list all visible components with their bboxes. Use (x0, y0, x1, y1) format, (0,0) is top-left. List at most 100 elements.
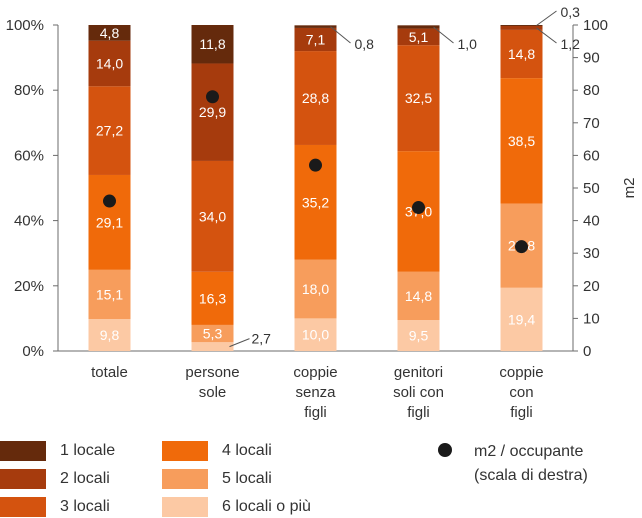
leader-line (536, 27, 557, 44)
bar-segment (500, 25, 543, 30)
legend-label-2-locali: 2 locali (60, 470, 110, 487)
bar-data-label-outside: 1,0 (458, 36, 478, 52)
bar-data-label: 14,0 (96, 55, 123, 71)
bar-segment (500, 78, 543, 204)
legend-swatch-1-locale (0, 441, 46, 461)
bar-segment (191, 25, 234, 64)
right-axis-tick-label: 80 (583, 82, 600, 99)
bar-data-label: 35,2 (302, 194, 329, 210)
bar-data-label: 5,3 (203, 326, 223, 342)
bar-segment (191, 160, 234, 272)
chart-markers (103, 90, 528, 254)
bar-segment (88, 40, 131, 87)
bar-data-label: 18,0 (302, 281, 329, 297)
chart-data-labels: 9,8 15,1 29,1 27,2 14,0 4,8 5,3 16,3 34,0 29,9 11,… (96, 4, 581, 348)
x-axis-category-label: totale (91, 364, 128, 381)
legend-swatch-6-locali-o-piu (162, 497, 208, 517)
leader-line (330, 26, 351, 44)
bar-segment (191, 271, 234, 325)
bar-segment (88, 174, 131, 270)
left-axis-tick-label: 60% (14, 147, 44, 164)
legend-item-2-locali: 2 locali (0, 468, 110, 490)
right-axis-tick-label: 90 (583, 50, 600, 67)
bar-data-label: 9,5 (409, 328, 429, 344)
bar-data-label: 29,9 (199, 104, 226, 120)
legend-swatch-4-locali (162, 441, 208, 461)
leader-line (536, 10, 557, 26)
bar-segment (397, 271, 440, 321)
right-axis-title: m2 (621, 178, 638, 199)
bar-data-label-outside: 0,8 (355, 36, 375, 52)
stacked-bar-chart: 0% 20% 40% 60% 80% 100% 0 10 20 30 40 50 60 70 80 90 100… (6, 4, 638, 421)
bar-data-label: 5,1 (409, 29, 429, 45)
legend-label-6-locali-o-piu: 6 locali o più (222, 498, 311, 515)
chart-bars (88, 25, 543, 351)
legend-label-5-locali: 5 locali (222, 470, 272, 487)
left-axis-tick-label: 100% (6, 17, 44, 34)
bar-segment (397, 25, 440, 29)
legend-item-4-locali: 4 locali (162, 440, 272, 462)
bar-data-label: 15,1 (96, 286, 123, 302)
x-axis-labels: totale persone sole coppie senza figli genitor… (91, 364, 543, 421)
bar-data-label: 29,1 (96, 214, 123, 230)
bar-segment (500, 25, 543, 26)
legend-item-6-locali-o-piu: 6 locali o più (162, 496, 311, 518)
leader-line (433, 26, 454, 44)
m2-marker (412, 201, 425, 215)
bar-data-label: 38,5 (508, 133, 535, 149)
legend-item-1-locale: 1 locale (0, 440, 115, 462)
right-axis-tick-label: 60 (583, 147, 600, 164)
right-axis-tick-label: 40 (583, 213, 600, 230)
bar-segment (500, 287, 543, 351)
legend-label-scala-di-destra: (scala di destra) (474, 467, 588, 484)
bar-segment (294, 318, 337, 351)
legend-label-m2-occupante: m2 / occupante (474, 443, 584, 460)
bar-segment (397, 28, 440, 46)
leader-line (229, 338, 250, 348)
bar-segment (397, 45, 440, 152)
bar-data-label: 16,3 (199, 290, 226, 306)
bar-data-label: 34,0 (199, 208, 226, 224)
m2-marker (103, 194, 116, 208)
right-axis-tick-label: 20 (583, 278, 600, 295)
bar-data-label: 9,8 (100, 327, 120, 343)
bar-data-label: 28,8 (302, 90, 329, 106)
bar-segment (500, 29, 543, 79)
left-axis-tick-label: 20% (14, 278, 44, 295)
bar-segment (88, 86, 131, 175)
m2-marker (515, 240, 528, 254)
bar-data-label-outside: 0,3 (561, 4, 581, 20)
bar-data-label: 4,8 (100, 25, 120, 41)
legend-dot-icon (438, 443, 452, 457)
bar-segment (88, 319, 131, 351)
bar-segment (294, 27, 337, 52)
right-axis-tick-label: 100 (583, 17, 608, 34)
bar-data-label: 14,8 (508, 46, 535, 62)
x-axis-category-label: persone sole (185, 364, 239, 401)
left-axis-tick-label: 0% (22, 343, 44, 360)
legend-label-1-locale: 1 locale (60, 442, 116, 459)
legend-item-5-locali: 5 locali (162, 468, 272, 490)
left-axis-tick-label: 80% (14, 82, 44, 99)
chart-legend: 1 locale 2 locali 3 locali 4 locali 5 lo… (0, 437, 642, 518)
right-axis-tick-label: 30 (583, 245, 600, 262)
x-axis-category-label: coppie con figli (499, 364, 543, 421)
m2-marker (206, 90, 219, 104)
bar-data-label-outside: 1,2 (561, 36, 581, 52)
bar-segment (191, 342, 234, 351)
legend-label-3-locali: 3 locali (60, 498, 110, 515)
bar-data-label: 10,0 (302, 327, 329, 343)
bar-segment (191, 324, 234, 343)
bar-segment (294, 259, 337, 319)
legend-item-m2-occupante: m2 / occupante (scala di destra) (438, 440, 588, 488)
legend-swatch-5-locali (162, 469, 208, 489)
x-axis-category-label: coppie senza figli (293, 364, 337, 421)
bar-data-label-outside: 2,7 (252, 331, 272, 347)
legend-item-3-locali: 3 locali (0, 496, 110, 518)
bar-data-label: 19,4 (508, 311, 535, 327)
bar-data-label: 7,1 (306, 32, 326, 48)
legend-swatch-3-locali (0, 497, 46, 517)
m2-marker (309, 158, 322, 172)
right-axis-tick-label: 10 (583, 310, 600, 327)
bar-segment (88, 25, 131, 41)
